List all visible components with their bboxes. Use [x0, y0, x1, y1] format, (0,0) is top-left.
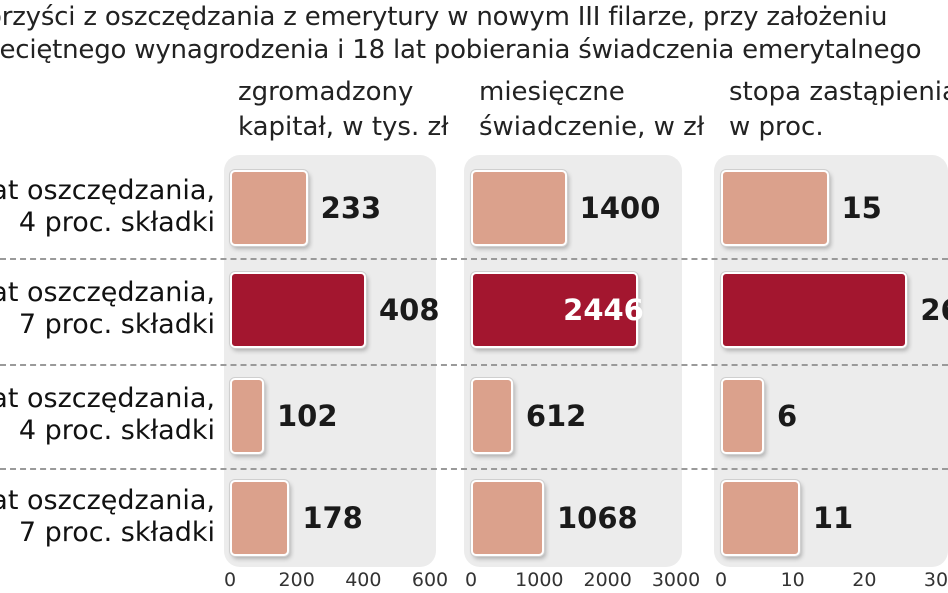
- bar-p3-r1: [721, 170, 829, 246]
- bar-p1-r2: [230, 272, 366, 348]
- bar-p1-r4: [230, 480, 290, 556]
- value-label-p3-r1: 15: [841, 191, 882, 225]
- value-label-p3-r3: 6: [777, 399, 798, 433]
- tick-p2-3: 2000: [583, 569, 632, 591]
- value-label-p1-r1: 233: [320, 191, 382, 225]
- panel-header-3-line-2: w proc.: [729, 112, 824, 142]
- row-label-4-line-1: 5 lat oszczędzania,: [0, 485, 215, 516]
- tick-p1-3: 400: [345, 569, 382, 591]
- row-label-1-line-1: 0 lat oszczędzania,: [0, 175, 215, 206]
- value-label-p1-r4: 178: [302, 501, 363, 535]
- bar-p2-r1: [471, 170, 567, 246]
- tick-p3-3: 20: [852, 569, 877, 591]
- panel-header-2-line-2: świadczenie, w zł: [479, 112, 705, 142]
- row-label-3-line-2: 4 proc. składki: [18, 415, 215, 446]
- tick-p3-1: 0: [714, 569, 728, 591]
- tick-p3-4: 30: [923, 569, 948, 591]
- bar-p2-r3: [471, 378, 513, 454]
- row-label-2-line-1: 0 lat oszczędzania,: [0, 277, 215, 308]
- tick-p2-4: 3000: [651, 569, 701, 591]
- value-label-p1-r2: 408: [379, 293, 440, 327]
- tick-p1-2: 200: [278, 569, 315, 591]
- tick-p1-1: 0: [223, 569, 237, 591]
- bar-p1-r1: [230, 170, 308, 246]
- bar-p2-r2: [471, 272, 639, 348]
- row-label-4-line-2: 7 proc. składki: [18, 517, 215, 548]
- bar-p1-r3: [230, 378, 264, 454]
- value-label-p2-r4: 1068: [556, 501, 638, 535]
- value-label-p3-r4: 11: [812, 501, 854, 535]
- row-divider-3: [0, 468, 948, 470]
- row-divider-2: [0, 364, 948, 366]
- chart-title-line-1: orzyści z oszczędzania z emerytury w now…: [0, 2, 888, 32]
- row-divider-1: [0, 258, 948, 260]
- row-label-2-line-2: 7 proc. składki: [18, 309, 215, 340]
- panel-header-1-line-2: kapitał, w tys. zł: [238, 112, 449, 142]
- bar-p3-r3: [721, 378, 764, 454]
- panel-header-1-line-1: zgromadzony: [238, 77, 414, 107]
- value-label-p3-r2: 26: [920, 293, 948, 327]
- chart-title-line-2: zeciętnego wynagrodzenia i 18 lat pobier…: [0, 35, 922, 65]
- value-label-p2-r2: 2446: [563, 293, 644, 327]
- value-label-p2-r1: 1400: [579, 191, 661, 225]
- bar-p3-r4: [721, 480, 800, 556]
- bar-p3-r2: [721, 272, 908, 348]
- row-label-3-line-1: 5 lat oszczędzania,: [0, 383, 215, 414]
- panel-header-3-line-1: stopa zastąpienia,: [729, 77, 948, 107]
- row-label-1-line-2: 4 proc. składki: [18, 207, 215, 238]
- value-label-p2-r3: 612: [525, 399, 587, 433]
- tick-p2-2: 1000: [515, 569, 564, 591]
- tick-p3-2: 10: [780, 569, 805, 591]
- tick-p1-4: 600: [411, 569, 449, 591]
- tick-p2-1: 0: [464, 569, 478, 591]
- panel-header-2-line-1: miesięczne: [479, 77, 625, 107]
- bar-p2-r4: [471, 480, 544, 556]
- value-label-p1-r3: 102: [277, 399, 338, 433]
